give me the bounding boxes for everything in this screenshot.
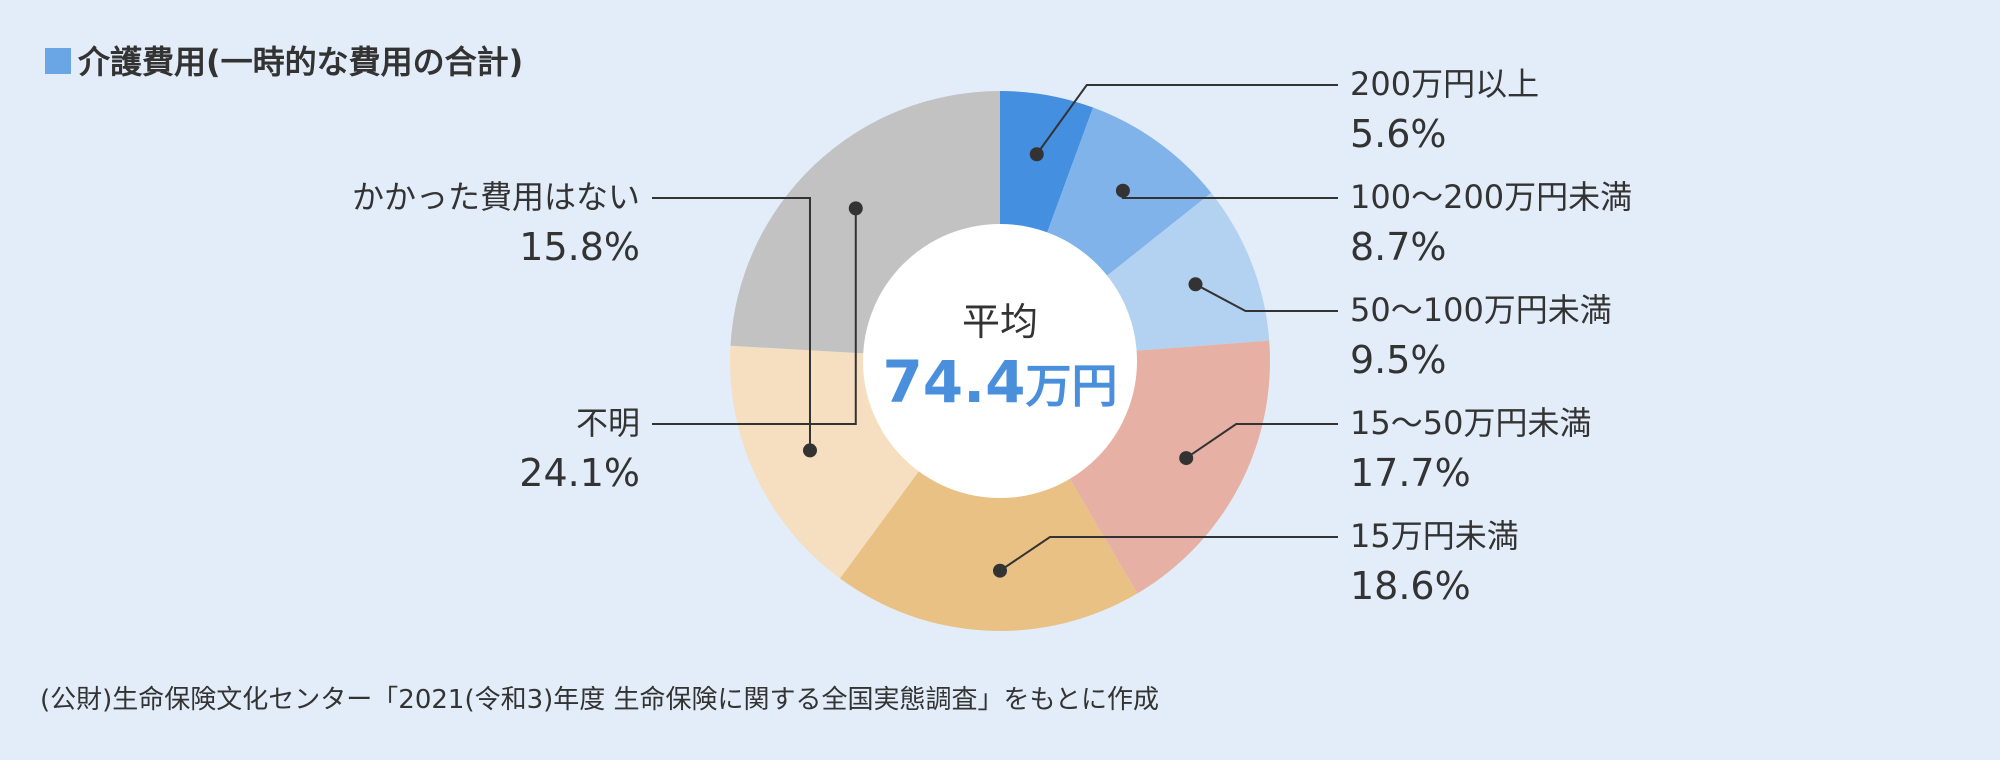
leader-dot	[802, 443, 817, 458]
slice-label-2: 100〜200万円未満 8.7%	[1115, 178, 1632, 269]
slice-5	[839, 470, 1138, 631]
slice-label-6: かかった費用はない 15.8%	[352, 178, 817, 458]
leader-dot	[1115, 183, 1130, 198]
slice-category-label: 不明	[576, 404, 640, 442]
slice-value-label: 17.7%	[1350, 451, 1471, 495]
leader-dot	[1029, 147, 1044, 162]
leader-line	[652, 208, 857, 425]
slice-4	[1069, 340, 1270, 594]
slice-value-label: 24.1%	[519, 451, 640, 495]
leader-dot	[993, 563, 1007, 578]
source-note: (公財)生命保険文化センター「2021(令和3)年度 生命保険に関する全国実態調…	[40, 685, 1159, 715]
center-unit: 万円	[1026, 359, 1118, 413]
leader-dot	[1188, 277, 1203, 292]
slice-category-label: 200万円以上	[1350, 65, 1539, 103]
leader-dot	[1179, 451, 1194, 466]
slice-label-1: 200万円以上 5.6%	[1029, 65, 1539, 162]
slice-7	[730, 91, 1000, 354]
slice-category-label: 15万円未満	[1350, 517, 1519, 555]
donut-hole	[863, 224, 1137, 498]
slice-value-label: 5.6%	[1350, 112, 1447, 156]
slice-category-label: かかった費用はない	[352, 178, 640, 216]
slice-label-7: 不明 24.1%	[519, 201, 863, 495]
leader-line	[1035, 84, 1338, 155]
slice-value-label: 8.7%	[1350, 225, 1447, 269]
center-label: 平均	[962, 300, 1038, 344]
slice-6	[730, 345, 920, 579]
slice-label-5: 15万円未満 18.6%	[993, 517, 1519, 608]
slice-3	[1106, 192, 1270, 351]
slice-category-label: 15〜50万円未満	[1350, 404, 1591, 442]
slice-1	[1000, 91, 1094, 234]
chart-title-text: 介護費用(一時的な費用の合計)	[77, 43, 523, 81]
slice-label-4: 15〜50万円未満 17.7%	[1179, 404, 1591, 495]
slice-labels: 200万円以上 5.6% 100〜200万円未満 8.7% 50〜100万円未満 9.5%…	[352, 65, 1632, 608]
leader-line	[1195, 283, 1338, 312]
slice-value-label: 18.6%	[1350, 564, 1471, 608]
leader-dot	[848, 201, 863, 216]
slice-value-label: 9.5%	[1350, 338, 1447, 382]
chart-title: 介護費用(一時的な費用の合計)	[45, 43, 523, 81]
center-value-text: 74.4万円	[882, 348, 1117, 416]
leader-line	[652, 197, 811, 451]
slice-category-label: 100〜200万円未満	[1350, 178, 1632, 216]
title-square-icon	[45, 48, 71, 74]
slice-label-3: 50〜100万円未満 9.5%	[1188, 277, 1612, 382]
leader-line	[999, 536, 1338, 572]
slice-category-label: 50〜100万円未満	[1350, 291, 1612, 329]
leader-line	[1185, 423, 1338, 459]
center-value: 74.4	[882, 348, 1025, 416]
donut-slices	[730, 91, 1270, 631]
slice-value-label: 15.8%	[519, 225, 640, 269]
